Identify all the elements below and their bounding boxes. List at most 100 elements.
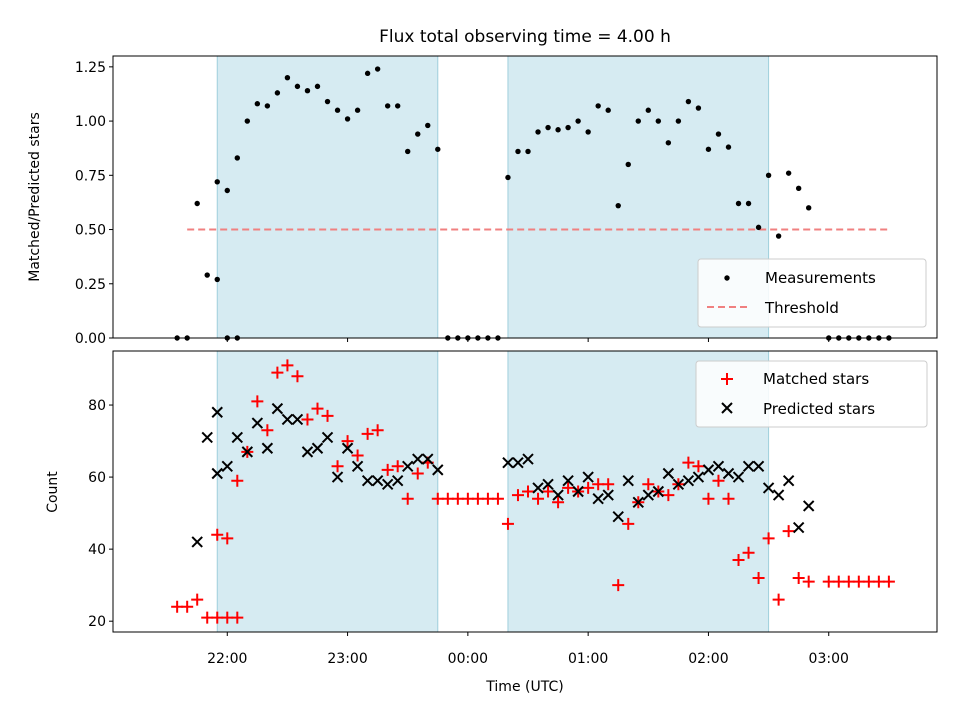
matched-star-point [221,611,234,624]
matched-star-point [552,496,565,509]
matched-star-point [371,424,384,437]
top-panel: Flux total observing time = 4.00 h Match… [27,27,938,347]
predicted-star-point [572,485,584,498]
bottom-y-tick-label: 40 [88,542,106,558]
predicted-star-point [532,482,544,494]
predicted-star-point [391,474,404,487]
measurement-point [525,148,531,155]
matched-star-point [822,575,835,588]
matched-star-point [702,492,715,505]
measurement-point [665,140,672,146]
matched-star-point [351,449,364,462]
legend-matched-label: Matched stars [763,370,869,388]
bottom-legend-box [695,360,928,428]
top-y-tick-label: 0.00 [75,331,106,347]
predicted-star-point [672,478,685,491]
top-y-tick-label: 0.25 [75,277,106,293]
measurement-point [755,224,762,231]
matched-star-point [381,463,394,476]
measurement-point [214,179,220,185]
predicted-star-point [331,471,344,483]
matched-star-point [542,485,555,498]
matched-star-point [722,492,735,505]
matched-star-point [872,575,885,588]
predicted-star-point [522,453,534,465]
predicted-star-point [351,460,364,472]
legend-threshold-label: Threshold [764,299,839,317]
measurement-point [515,148,521,155]
matched-star-point [862,575,875,588]
legend-measurements-marker [724,275,730,281]
measurement-point [655,118,662,124]
measurement-point [334,107,341,113]
matched-star-point [582,481,595,494]
measurement-point [274,90,281,96]
measurement-point [735,200,742,207]
legend-predicted-marker [721,402,733,414]
measurement-point [765,172,772,179]
measurement-point [374,66,381,72]
shaded-region-1 [217,56,438,338]
measurement-point [304,88,311,94]
matched-star-point [662,489,675,502]
measurement-point [705,146,712,152]
measurement-point [805,205,812,211]
matched-star-point [211,611,224,624]
x-tick-label: 23:00 [327,651,367,667]
legend-predicted-label: Predicted stars [763,400,875,418]
measurement-point [384,103,391,109]
x-tick-label: 22:00 [207,651,247,667]
predicted-star-point [652,485,665,498]
top-y-tick-label: 1.00 [75,114,106,130]
matched-star-point [441,492,454,505]
measurement-point [435,146,441,152]
measurement-point [575,118,581,124]
matched-star-point [692,460,705,473]
predicted-star-point [402,460,414,472]
matched-star-point [522,485,535,498]
predicted-star-point [772,489,785,501]
matched-star-point [602,478,615,491]
matched-star-point [511,489,524,502]
bottom-y-tick-label: 80 [88,398,106,414]
bottom-y-tick-label: 20 [88,614,106,630]
top-x-ticks [226,338,830,342]
matched-star-point [391,460,404,473]
x-tick-label: 03:00 [809,651,849,667]
measurement-point [425,122,431,129]
bottom-legend: Matched stars Predicted stars [695,360,928,428]
predicted-star-point [231,431,244,444]
top-y-axis-label: Matched/Predicted stars [27,112,43,282]
predicted-star-point [512,456,524,469]
bottom-y-tick-label: 60 [88,470,106,486]
predicted-star-point [802,500,815,512]
measurement-point [715,131,722,137]
measurement-point [605,107,611,113]
x-tick-label: 00:00 [448,651,488,667]
measurement-point [645,107,651,113]
predicted-star-point [752,460,765,472]
matched-star-point [451,492,464,505]
predicted-star-point [612,511,624,523]
matched-star-point [642,478,655,491]
matched-star-point [331,460,344,473]
predicted-star-point [762,482,775,494]
predicted-star-point [702,464,715,476]
predicted-star-point [432,464,444,476]
predicted-star-point [622,474,634,487]
predicted-star-point [201,431,213,444]
predicted-star-point [632,496,644,509]
measurement-point [535,129,541,135]
measurement-point [324,98,331,105]
matched-star-point [211,528,224,541]
matched-star-point [231,474,244,487]
measurement-point [294,83,301,90]
matched-star-point [752,571,765,584]
matched-star-point [562,481,575,494]
top-marks [174,66,892,341]
measurement-point [565,124,571,131]
matched-star-point [411,467,424,480]
matched-star-point [622,517,635,530]
predicted-star-point [281,413,294,426]
measurement-point [415,131,421,137]
